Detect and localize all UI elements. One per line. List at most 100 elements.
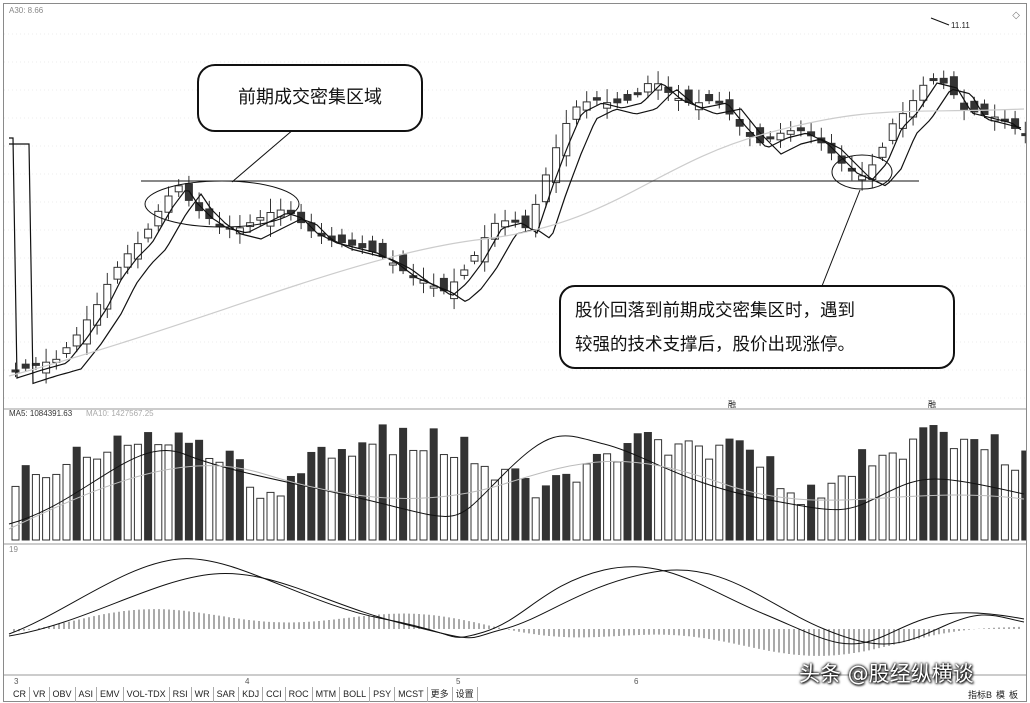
volume-bar [72,446,81,541]
candle-body [623,93,632,101]
volume-bar [949,448,958,541]
volume-bar [460,436,469,541]
volume-bar [694,445,703,541]
volume-bar [490,479,499,541]
volume-bar [909,438,918,541]
tab-roc[interactable]: ROC [286,687,313,702]
volume-bar [297,473,306,541]
macd-header: 19 [9,545,18,554]
dense-area-ellipse [144,180,300,228]
candle-body [450,281,459,300]
tab-board[interactable]: 板 [1008,690,1018,700]
volume-bar [531,497,540,541]
chart-window: A30: 8.66 ◇ 11.11 MA5: 1084391.63 MA10: … [3,3,1027,702]
volume-bar [215,461,224,541]
volume-bar [541,485,550,541]
candle-body [562,122,571,157]
candle-body [919,84,928,101]
volume-bar [735,440,744,541]
volume-ma5-line [8,435,1025,525]
price-header: A30: 8.66 [9,6,44,15]
candle-body [511,219,520,223]
volume-bar [715,444,724,541]
volume-bar [960,438,969,541]
volume-bar [205,457,214,541]
tab-settings[interactable]: 设置 [453,687,478,702]
candle-body [195,202,204,212]
tab-emv[interactable]: EMV [97,687,124,702]
tab-asi[interactable]: ASI [76,687,98,702]
volume-bar [511,468,520,541]
volume-bar [756,466,765,541]
candle-body [368,240,377,253]
candle-body [154,210,163,227]
tab-mtm[interactable]: MTM [313,687,341,702]
tab-sar[interactable]: SAR [214,687,240,702]
candle-body [205,208,214,220]
volume-bar [664,454,673,541]
tab-psy[interactable]: PSY [370,687,396,702]
diamond-icon[interactable]: ◇ [1012,10,1020,21]
volume-bar [1011,469,1020,541]
volume-bar [317,446,326,541]
volume-bar [11,485,20,541]
volume-bar [929,425,938,541]
tab-rsi[interactable]: RSI [170,687,192,702]
candle-body [429,285,438,289]
candle-body [480,237,489,263]
dense-area-callout: 前期成交密集区域 [197,64,423,132]
tab-vr[interactable]: VR [30,687,50,702]
volume-bar [613,461,622,541]
volume-bar [133,443,142,541]
volume-bar [246,486,255,541]
candle-body [980,103,989,116]
callout-pointer [231,128,295,183]
candle-body [796,127,805,132]
volume-bar [888,452,897,541]
tab-vol-tdx[interactable]: VOL-TDX [124,687,170,702]
candle-body [21,363,30,369]
volume-bar [113,435,122,541]
volume-bar [817,497,826,541]
volume-ma10-label: MA10: 1427567.25 [86,409,154,418]
volume-bar [705,458,714,541]
macd-dif-line [8,558,1025,645]
candle-body [164,195,173,213]
volume-bar [450,456,459,541]
volume-bar [144,432,153,541]
tab-more[interactable]: 更多 [428,687,453,702]
date-mark: 5 [456,677,461,686]
volume-bar [643,432,652,541]
ma-long-line [8,108,1025,377]
volume-bar [103,451,112,541]
tab-cci[interactable]: CCI [263,687,286,702]
tab-cr[interactable]: CR [10,687,30,702]
tab-wr[interactable]: WR [192,687,214,702]
candle-body [541,174,550,203]
tab-boll[interactable]: BOLL [340,687,371,702]
tab-obv[interactable]: OBV [50,687,76,702]
candle-body [633,92,642,96]
candle-body [929,78,938,82]
candle-body [715,100,724,104]
tab-indicator-b[interactable]: 指标B [967,690,992,700]
volume-bar [776,488,785,541]
candle-body [970,100,979,113]
candle-body [11,369,20,373]
volume-bar [807,484,816,541]
candle-body [898,113,907,129]
tab-mcst[interactable]: MCST [395,687,428,702]
candle-body [123,253,132,268]
candle-body [521,215,530,229]
volume-bar [388,454,397,541]
volume-bar [286,475,295,541]
volume-bar [868,465,877,541]
candle-body [93,304,102,326]
volume-bar [276,495,285,541]
candle-body [337,234,346,244]
volume-bar [439,454,448,541]
volume-bar [174,432,183,541]
tab-template[interactable]: 模 [995,690,1005,700]
tab-kdj[interactable]: KDJ [239,687,264,702]
date-mark: 3 [14,677,19,686]
